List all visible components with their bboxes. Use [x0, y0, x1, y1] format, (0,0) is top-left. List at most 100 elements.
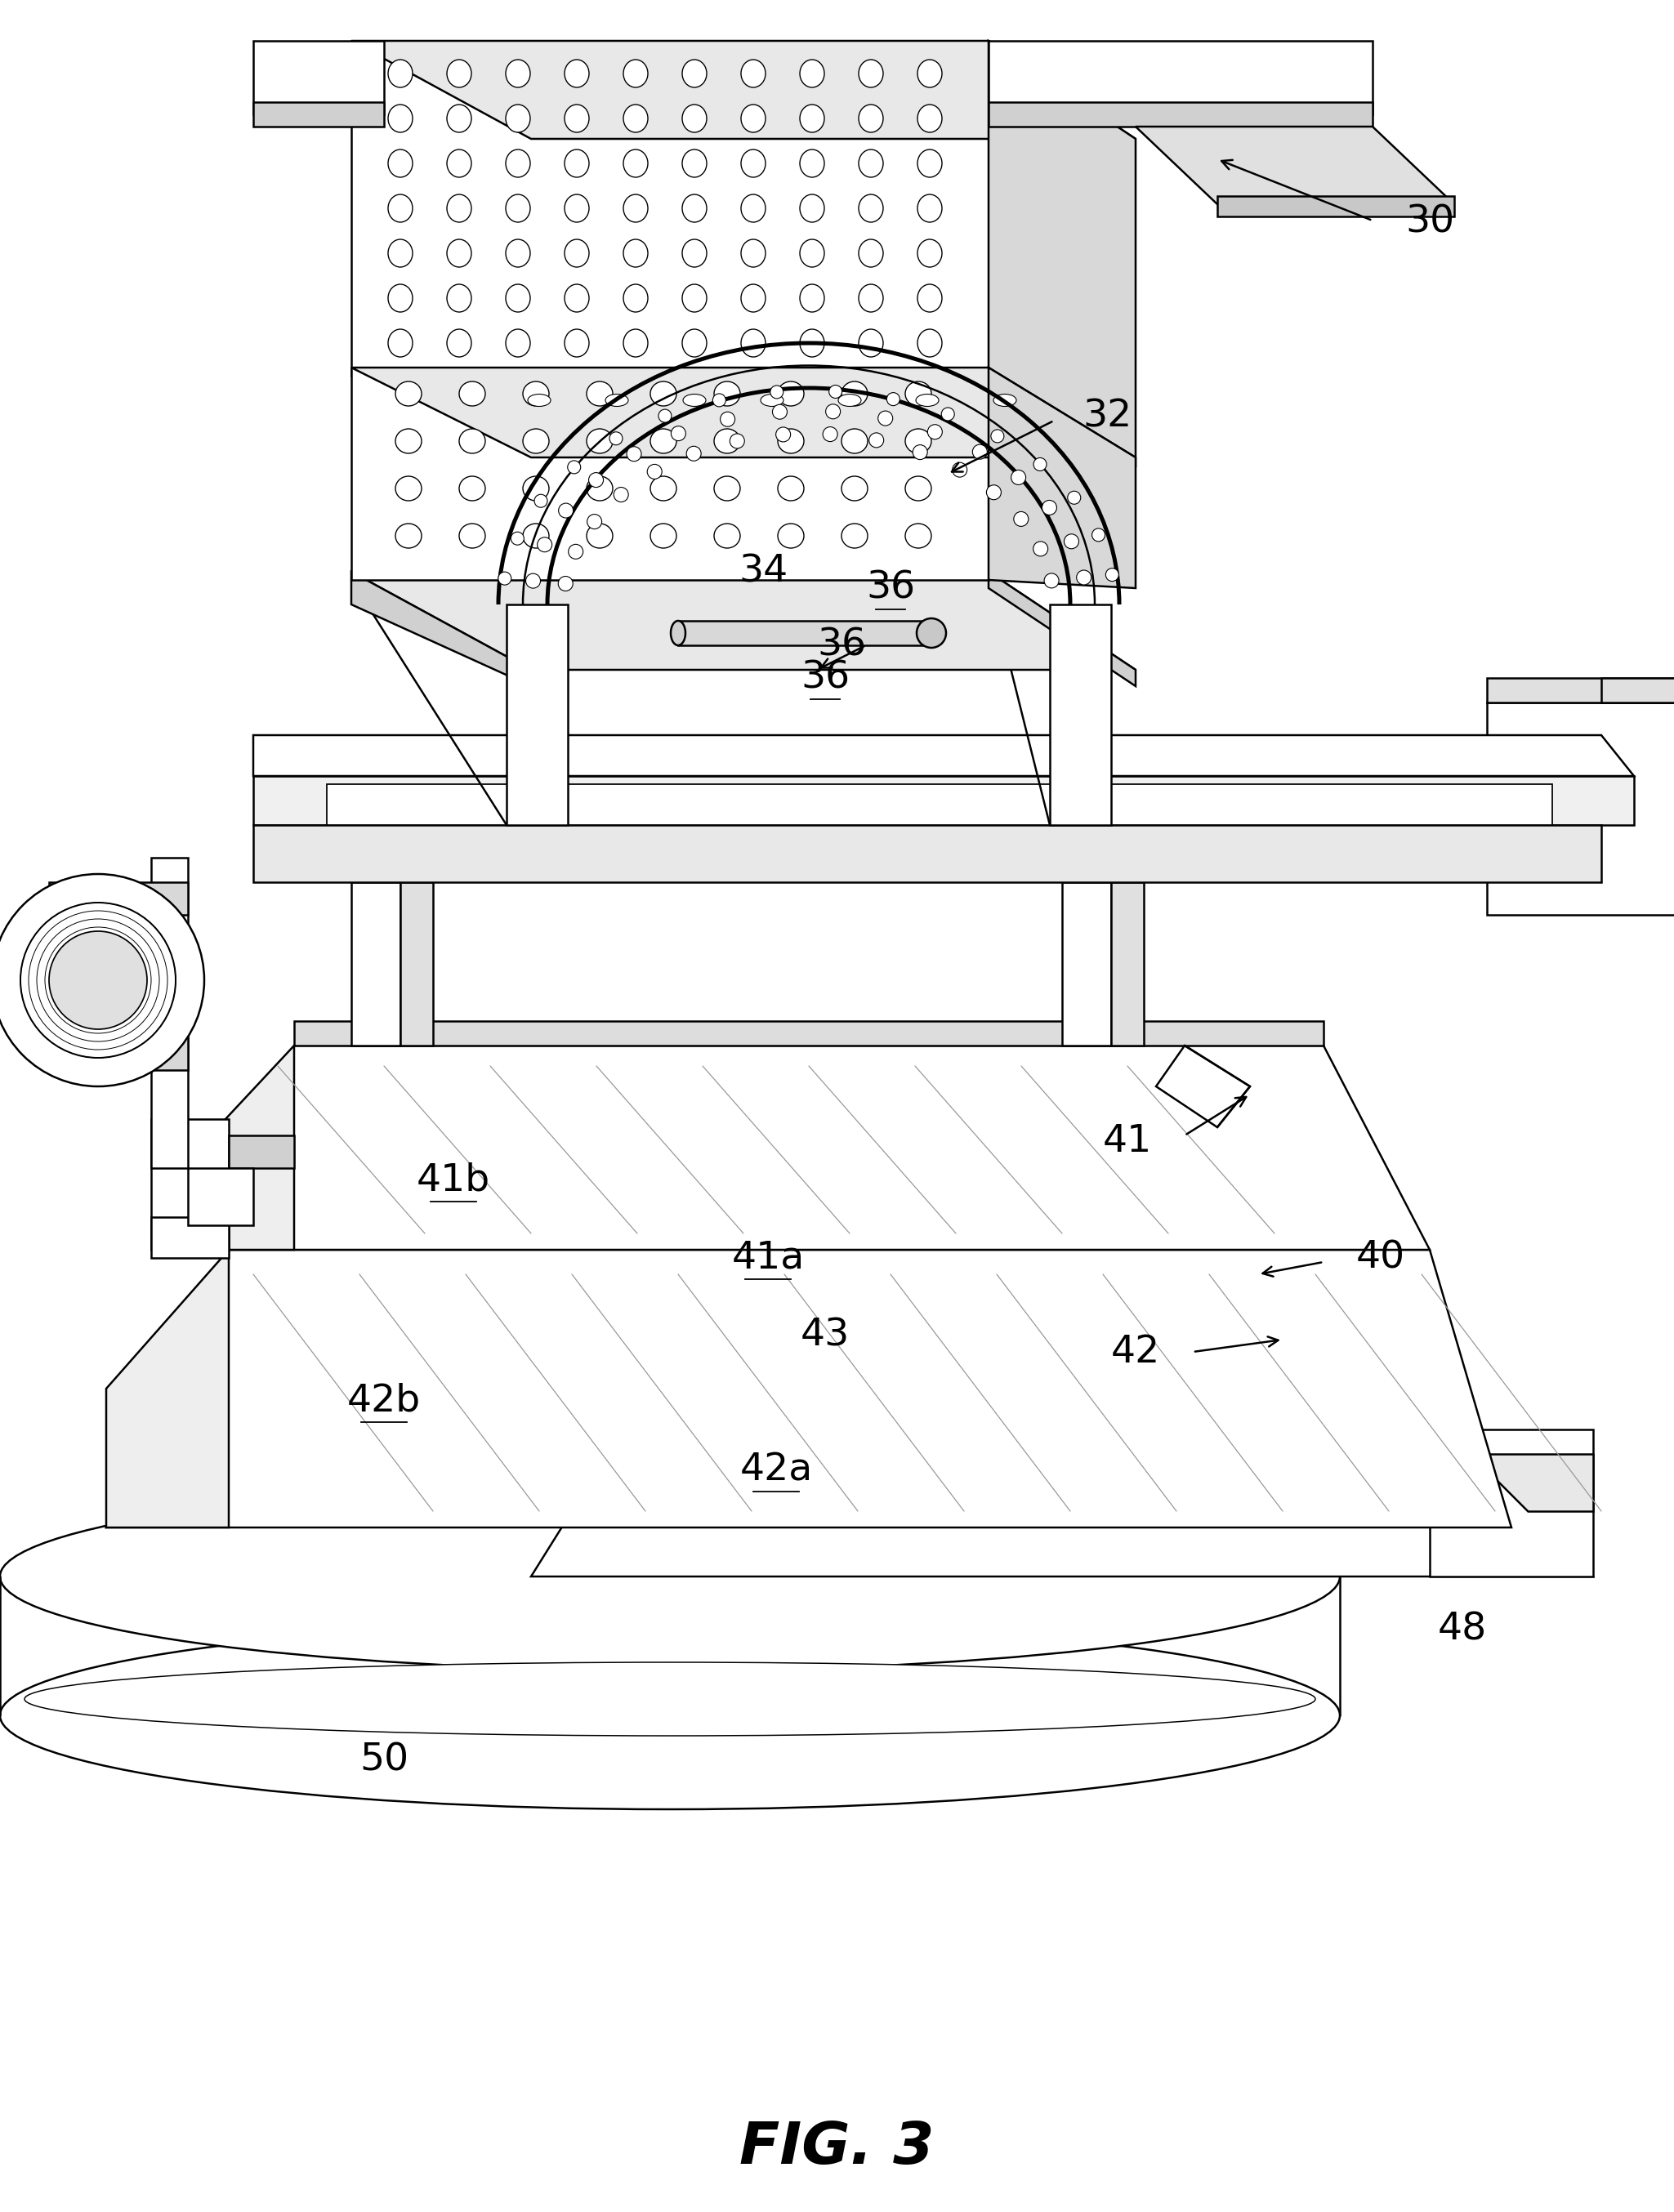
Ellipse shape	[459, 476, 485, 500]
Ellipse shape	[447, 104, 472, 133]
Ellipse shape	[623, 195, 648, 221]
Ellipse shape	[564, 195, 589, 221]
Ellipse shape	[917, 195, 942, 221]
Circle shape	[559, 502, 573, 518]
Ellipse shape	[993, 394, 1016, 407]
Polygon shape	[352, 571, 1135, 670]
Circle shape	[569, 544, 583, 560]
Ellipse shape	[447, 60, 472, 88]
Ellipse shape	[388, 60, 412, 88]
Ellipse shape	[459, 429, 485, 453]
Ellipse shape	[742, 195, 765, 221]
Polygon shape	[151, 1119, 229, 1250]
Ellipse shape	[683, 150, 706, 177]
Circle shape	[775, 427, 790, 442]
Ellipse shape	[778, 380, 804, 407]
Ellipse shape	[623, 285, 648, 312]
Circle shape	[499, 573, 511, 584]
Text: 48: 48	[1438, 1610, 1487, 1648]
Ellipse shape	[650, 380, 676, 407]
Circle shape	[713, 394, 727, 407]
Polygon shape	[989, 367, 1135, 588]
Ellipse shape	[49, 931, 147, 1029]
Ellipse shape	[842, 524, 867, 549]
Ellipse shape	[650, 524, 676, 549]
Ellipse shape	[917, 285, 942, 312]
Text: 36: 36	[817, 626, 865, 664]
Ellipse shape	[917, 60, 942, 88]
Polygon shape	[352, 367, 989, 580]
Circle shape	[917, 619, 946, 648]
Polygon shape	[179, 1046, 295, 1250]
Ellipse shape	[447, 330, 472, 356]
Circle shape	[869, 434, 884, 447]
Ellipse shape	[388, 330, 412, 356]
Text: 32: 32	[1083, 398, 1132, 436]
Ellipse shape	[506, 150, 531, 177]
Polygon shape	[352, 40, 989, 376]
Ellipse shape	[0, 1482, 1339, 1670]
Ellipse shape	[839, 394, 860, 407]
Circle shape	[511, 531, 524, 544]
Ellipse shape	[564, 239, 589, 268]
Polygon shape	[1050, 604, 1112, 825]
Ellipse shape	[742, 60, 765, 88]
Circle shape	[824, 427, 837, 442]
Polygon shape	[1470, 1453, 1594, 1511]
Ellipse shape	[564, 330, 589, 356]
Text: 43: 43	[800, 1316, 850, 1354]
Text: 41: 41	[1103, 1124, 1152, 1161]
Ellipse shape	[522, 429, 549, 453]
Polygon shape	[49, 1037, 187, 1071]
Polygon shape	[1157, 1046, 1250, 1128]
Ellipse shape	[506, 60, 531, 88]
Ellipse shape	[388, 150, 412, 177]
Circle shape	[588, 513, 601, 529]
Ellipse shape	[917, 150, 942, 177]
Ellipse shape	[388, 285, 412, 312]
Ellipse shape	[778, 429, 804, 453]
Ellipse shape	[742, 104, 765, 133]
Ellipse shape	[842, 476, 867, 500]
Ellipse shape	[800, 104, 824, 133]
Circle shape	[1011, 469, 1026, 484]
Polygon shape	[105, 1250, 229, 1528]
Circle shape	[770, 385, 783, 398]
Ellipse shape	[683, 394, 706, 407]
Ellipse shape	[388, 104, 412, 133]
Polygon shape	[253, 825, 1602, 883]
Polygon shape	[1602, 677, 1674, 703]
Polygon shape	[531, 1511, 1594, 1577]
Ellipse shape	[527, 394, 551, 407]
Ellipse shape	[683, 285, 706, 312]
Ellipse shape	[564, 60, 589, 88]
Polygon shape	[229, 1135, 295, 1168]
Circle shape	[953, 462, 968, 478]
Ellipse shape	[388, 195, 412, 221]
Circle shape	[1041, 500, 1056, 515]
Ellipse shape	[778, 524, 804, 549]
Ellipse shape	[800, 60, 824, 88]
Polygon shape	[326, 785, 1552, 825]
Ellipse shape	[906, 429, 931, 453]
Polygon shape	[295, 1022, 1324, 1046]
Circle shape	[567, 460, 581, 473]
Polygon shape	[352, 367, 1135, 458]
Circle shape	[1033, 458, 1046, 471]
Ellipse shape	[447, 195, 472, 221]
Ellipse shape	[447, 150, 472, 177]
Ellipse shape	[459, 524, 485, 549]
Circle shape	[1105, 568, 1118, 582]
Polygon shape	[1487, 677, 1674, 703]
Ellipse shape	[20, 902, 176, 1057]
Ellipse shape	[586, 524, 613, 549]
Ellipse shape	[742, 239, 765, 268]
Ellipse shape	[859, 60, 884, 88]
Circle shape	[614, 487, 628, 502]
Circle shape	[941, 407, 954, 420]
Polygon shape	[105, 1250, 1512, 1528]
Text: FIG. 3: FIG. 3	[740, 2119, 934, 2177]
Ellipse shape	[447, 239, 472, 268]
Ellipse shape	[623, 60, 648, 88]
Circle shape	[1045, 573, 1060, 588]
